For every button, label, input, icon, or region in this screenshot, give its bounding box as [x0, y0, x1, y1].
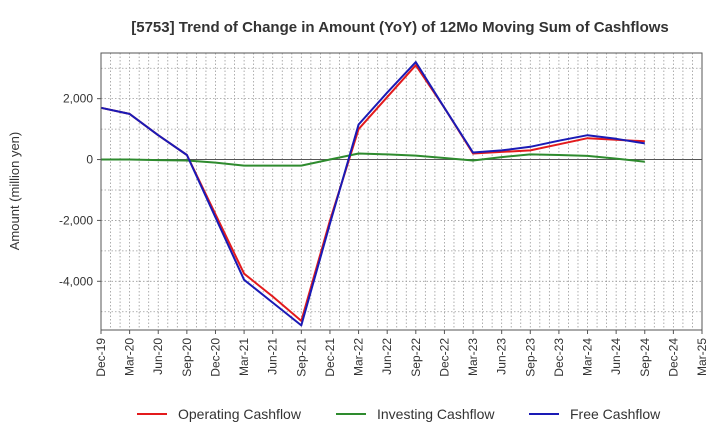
grid — [101, 53, 702, 330]
series-layer — [100, 61, 645, 327]
x-tick-label: Dec-19 — [94, 338, 108, 377]
x-tick-label: Dec-20 — [208, 338, 222, 377]
free-cashflow-legend-label: Free Cashflow — [570, 406, 661, 422]
x-tick-label: Jun-22 — [380, 338, 394, 375]
free-cashflow-line — [100, 61, 645, 327]
x-tick-label: Jun-21 — [266, 338, 280, 375]
y-tick-label: 0 — [86, 153, 93, 167]
x-tick-label: Jun-24 — [609, 338, 623, 375]
x-ticks: Dec-19 Mar-20 Jun-20 Sep-20 Dec-20 Mar-21 Jun-… — [94, 330, 709, 377]
legend: Operating Cashflow Investing Cashflow Free… — [137, 406, 661, 422]
operating-cashflow-legend-label: Operating Cashflow — [178, 406, 302, 422]
x-tick-label: Sep-22 — [409, 338, 423, 377]
operating-cashflow-line — [100, 64, 645, 322]
investing-cashflow-legend-label: Investing Cashflow — [377, 406, 495, 422]
chart-title: [5753] Trend of Change in Amount (YoY) o… — [131, 19, 669, 36]
x-tick-label: Sep-23 — [523, 338, 537, 377]
x-tick-label: Mar-21 — [237, 338, 251, 376]
x-tick-label: Sep-24 — [638, 338, 652, 377]
x-tick-label: Mar-23 — [466, 338, 480, 376]
x-tick-label: Sep-20 — [180, 338, 194, 377]
investing-cashflow-line — [101, 152, 645, 167]
x-tick-label: Dec-21 — [323, 338, 337, 377]
x-tick-label: Dec-22 — [437, 338, 451, 377]
y-tick-label: 2,000 — [63, 92, 93, 106]
x-tick-label: Mar-22 — [352, 338, 366, 376]
y-tick-label: -4,000 — [59, 274, 93, 288]
x-tick-label: Mar-20 — [123, 338, 137, 376]
y-tick-label: -2,000 — [59, 213, 93, 227]
y-axis-label: Amount (million yen) — [7, 132, 22, 251]
x-tick-label: Sep-21 — [294, 338, 308, 377]
x-tick-label: Dec-24 — [666, 338, 680, 377]
plot-frame — [100, 52, 703, 331]
x-tick-label: Mar-24 — [581, 338, 595, 376]
x-tick-label: Mar-25 — [695, 338, 709, 376]
y-ticks: 2,000 0 -2,000 -4,000 — [59, 92, 101, 288]
x-tick-label: Dec-23 — [552, 338, 566, 377]
x-tick-label: Jun-23 — [495, 338, 509, 375]
x-tick-label: Jun-20 — [151, 338, 165, 375]
